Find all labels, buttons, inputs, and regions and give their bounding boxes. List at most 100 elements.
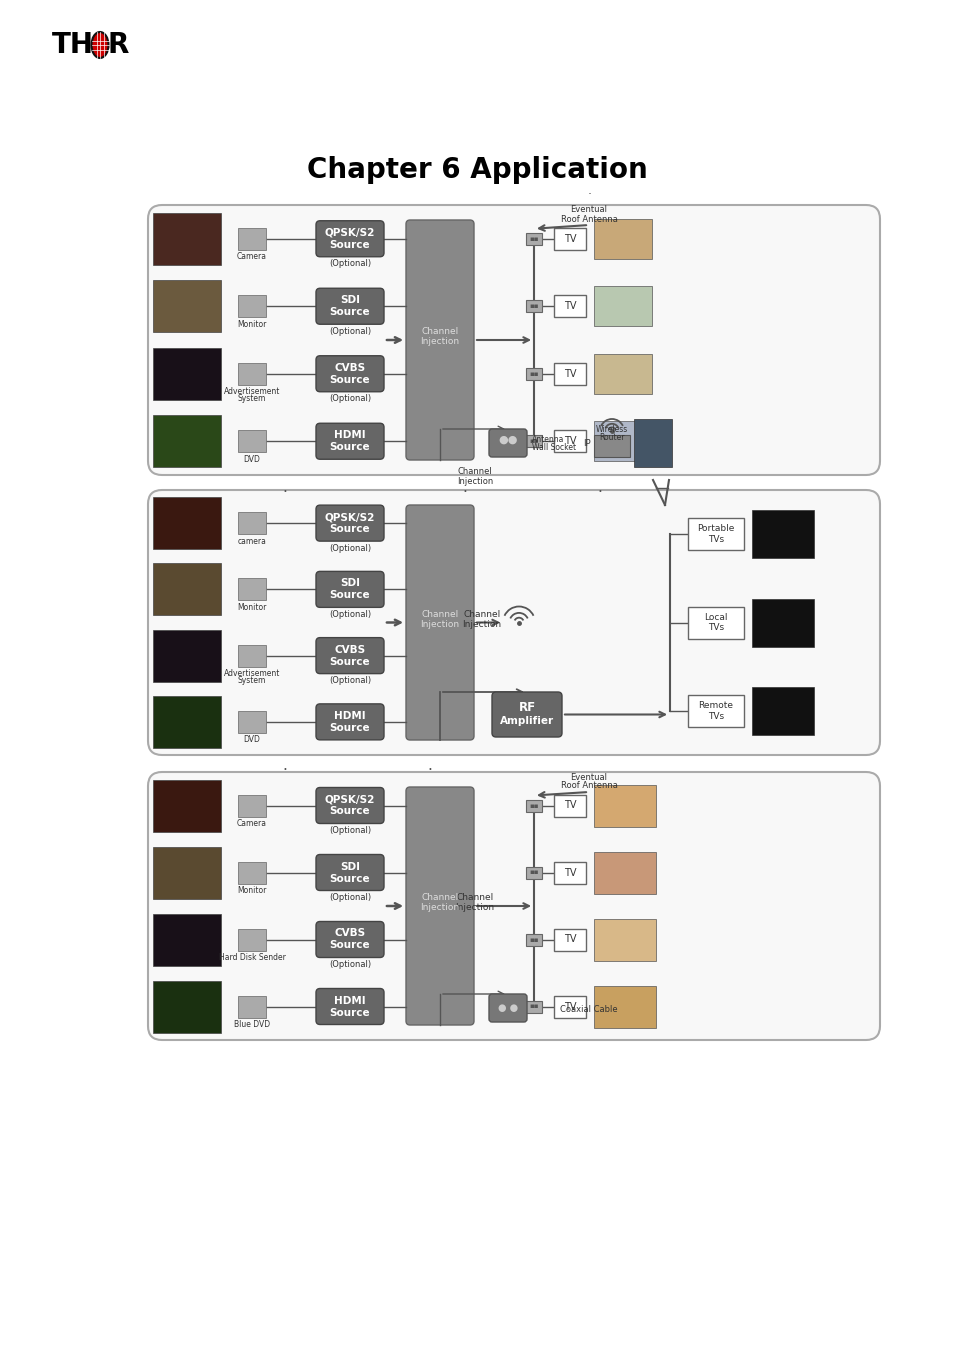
Text: Blue DVD: Blue DVD <box>233 1021 270 1029</box>
Bar <box>237 929 266 950</box>
Text: Roof Antenna: Roof Antenna <box>560 215 617 224</box>
Text: ● ●: ● ● <box>497 1003 517 1012</box>
Text: (Optional): (Optional) <box>329 676 371 686</box>
Bar <box>554 929 585 950</box>
Bar <box>525 799 541 811</box>
Text: Channel: Channel <box>457 467 492 477</box>
FancyBboxPatch shape <box>489 429 526 458</box>
Text: TVs: TVs <box>707 535 723 544</box>
Text: Router: Router <box>598 432 624 441</box>
Bar <box>237 578 266 601</box>
Text: (Optional): (Optional) <box>329 610 371 618</box>
Text: HDMI: HDMI <box>334 431 365 440</box>
Text: Source: Source <box>330 941 370 950</box>
Text: Hard Disk Sender: Hard Disk Sender <box>218 953 285 963</box>
Text: .: . <box>282 757 287 772</box>
FancyBboxPatch shape <box>315 787 384 824</box>
Text: Coaxial Cable: Coaxial Cable <box>559 1006 618 1014</box>
Text: (Optional): (Optional) <box>329 394 371 404</box>
Bar <box>152 416 221 467</box>
Text: Camera: Camera <box>236 819 267 828</box>
Text: Camera: Camera <box>236 252 267 262</box>
Text: Source: Source <box>330 375 370 385</box>
Bar <box>751 510 813 558</box>
Text: System: System <box>237 394 266 404</box>
Text: camera: camera <box>237 537 266 545</box>
Text: SDI: SDI <box>339 861 359 872</box>
Text: ▪▪: ▪▪ <box>529 236 538 242</box>
FancyBboxPatch shape <box>315 855 384 891</box>
Text: TV: TV <box>563 436 576 447</box>
Text: Channel: Channel <box>421 328 458 336</box>
Text: Source: Source <box>330 308 370 317</box>
Text: (Optional): (Optional) <box>329 544 371 552</box>
Text: TV: TV <box>563 801 576 810</box>
FancyBboxPatch shape <box>315 289 384 324</box>
Text: Wireless: Wireless <box>596 424 627 433</box>
Bar <box>525 867 541 879</box>
Bar <box>594 421 651 462</box>
Bar <box>237 363 266 385</box>
Bar <box>525 232 541 244</box>
Bar <box>152 980 221 1033</box>
Bar <box>152 213 221 265</box>
Text: HDMI: HDMI <box>334 711 365 721</box>
Text: (Optional): (Optional) <box>329 826 371 836</box>
Bar <box>152 497 221 549</box>
Text: Amplifier: Amplifier <box>499 716 554 725</box>
Text: DVD: DVD <box>243 736 260 744</box>
Bar <box>237 711 266 733</box>
Bar <box>152 846 221 899</box>
FancyBboxPatch shape <box>315 571 384 608</box>
Text: Source: Source <box>330 1007 370 1018</box>
Text: ▪▪: ▪▪ <box>529 869 538 876</box>
Bar <box>594 435 629 458</box>
Text: TVs: TVs <box>707 624 723 633</box>
Text: Source: Source <box>330 806 370 817</box>
FancyBboxPatch shape <box>406 505 474 740</box>
Text: IP: IP <box>582 439 590 447</box>
Text: QPSK/S2: QPSK/S2 <box>324 512 375 522</box>
Text: ●●: ●● <box>497 435 517 446</box>
Bar <box>237 431 266 452</box>
Text: .: . <box>587 185 592 197</box>
Text: TV: TV <box>563 369 576 379</box>
Text: Channel: Channel <box>456 894 493 903</box>
Text: R: R <box>107 31 129 59</box>
Text: SDI: SDI <box>339 578 359 589</box>
Bar <box>152 563 221 616</box>
FancyBboxPatch shape <box>492 693 561 737</box>
Text: Remote: Remote <box>698 701 733 710</box>
Text: CVBS: CVBS <box>335 929 365 938</box>
Text: Roof Antenna: Roof Antenna <box>560 782 617 791</box>
Bar <box>687 606 743 639</box>
Bar <box>687 695 743 726</box>
Bar <box>237 795 266 817</box>
Text: Injection: Injection <box>456 477 493 486</box>
Text: Source: Source <box>330 873 370 883</box>
FancyBboxPatch shape <box>489 994 526 1022</box>
FancyBboxPatch shape <box>148 205 879 475</box>
Text: .: . <box>282 479 287 494</box>
Text: System: System <box>237 676 266 686</box>
Text: Injection: Injection <box>455 903 494 913</box>
Text: Injection: Injection <box>420 338 459 347</box>
Text: Advertisement: Advertisement <box>224 387 280 397</box>
Bar <box>554 795 585 817</box>
Bar <box>634 418 671 467</box>
Text: TV: TV <box>563 868 576 878</box>
Text: ▪▪: ▪▪ <box>529 304 538 309</box>
Text: ▪▪: ▪▪ <box>529 439 538 444</box>
Bar <box>525 300 541 312</box>
FancyBboxPatch shape <box>406 220 474 460</box>
Bar <box>525 435 541 447</box>
Bar <box>525 367 541 379</box>
Text: Advertisement: Advertisement <box>224 670 280 678</box>
Bar <box>152 348 221 400</box>
FancyBboxPatch shape <box>315 922 384 957</box>
FancyBboxPatch shape <box>315 221 384 256</box>
Bar <box>687 518 743 551</box>
Bar <box>594 286 651 327</box>
Text: CVBS: CVBS <box>335 363 365 373</box>
Text: Monitor: Monitor <box>237 320 267 329</box>
